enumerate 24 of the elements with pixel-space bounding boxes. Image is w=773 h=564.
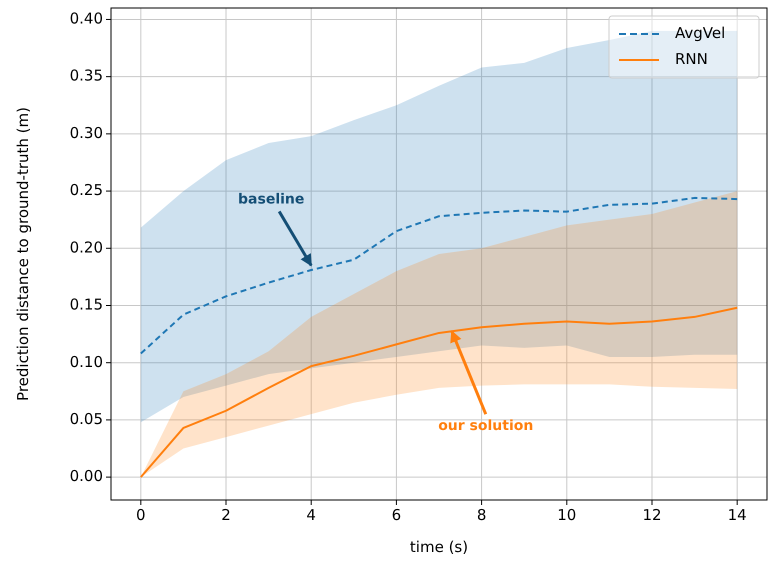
x-tick-label: 8	[476, 506, 486, 524]
y-tick-label: 0.05	[70, 410, 103, 428]
y-tick-label: 0.35	[70, 66, 103, 85]
y-axis-title: Prediction distance to ground-truth (m)	[14, 107, 32, 401]
y-tick-label: 0.25	[70, 181, 103, 200]
x-axis-title: time (s)	[410, 538, 468, 556]
line-series	[140, 306, 738, 478]
y-tick-label: 0.10	[70, 352, 103, 371]
x-tick-label: 6	[392, 506, 402, 524]
y-tick-label: 0.30	[70, 124, 103, 142]
legend-label: AvgVel	[675, 24, 726, 42]
y-tick-label: 0.00	[70, 467, 103, 486]
y-tick-label: 0.15	[70, 296, 103, 314]
annotation: baseline	[238, 191, 304, 208]
x-tick-label: 10	[557, 506, 576, 524]
x-tick-label: 12	[642, 506, 662, 524]
x-tick-label: 2	[221, 506, 231, 524]
annotation: our solution	[438, 418, 534, 434]
x-tick-label: 14	[728, 506, 747, 524]
y-tick-label: 0.40	[70, 10, 103, 28]
x-tick-label: 0	[136, 506, 146, 524]
legend-label: RNN	[675, 50, 708, 68]
y-tick-label: 0.20	[70, 238, 103, 256]
x-tick-label: 4	[306, 506, 316, 524]
